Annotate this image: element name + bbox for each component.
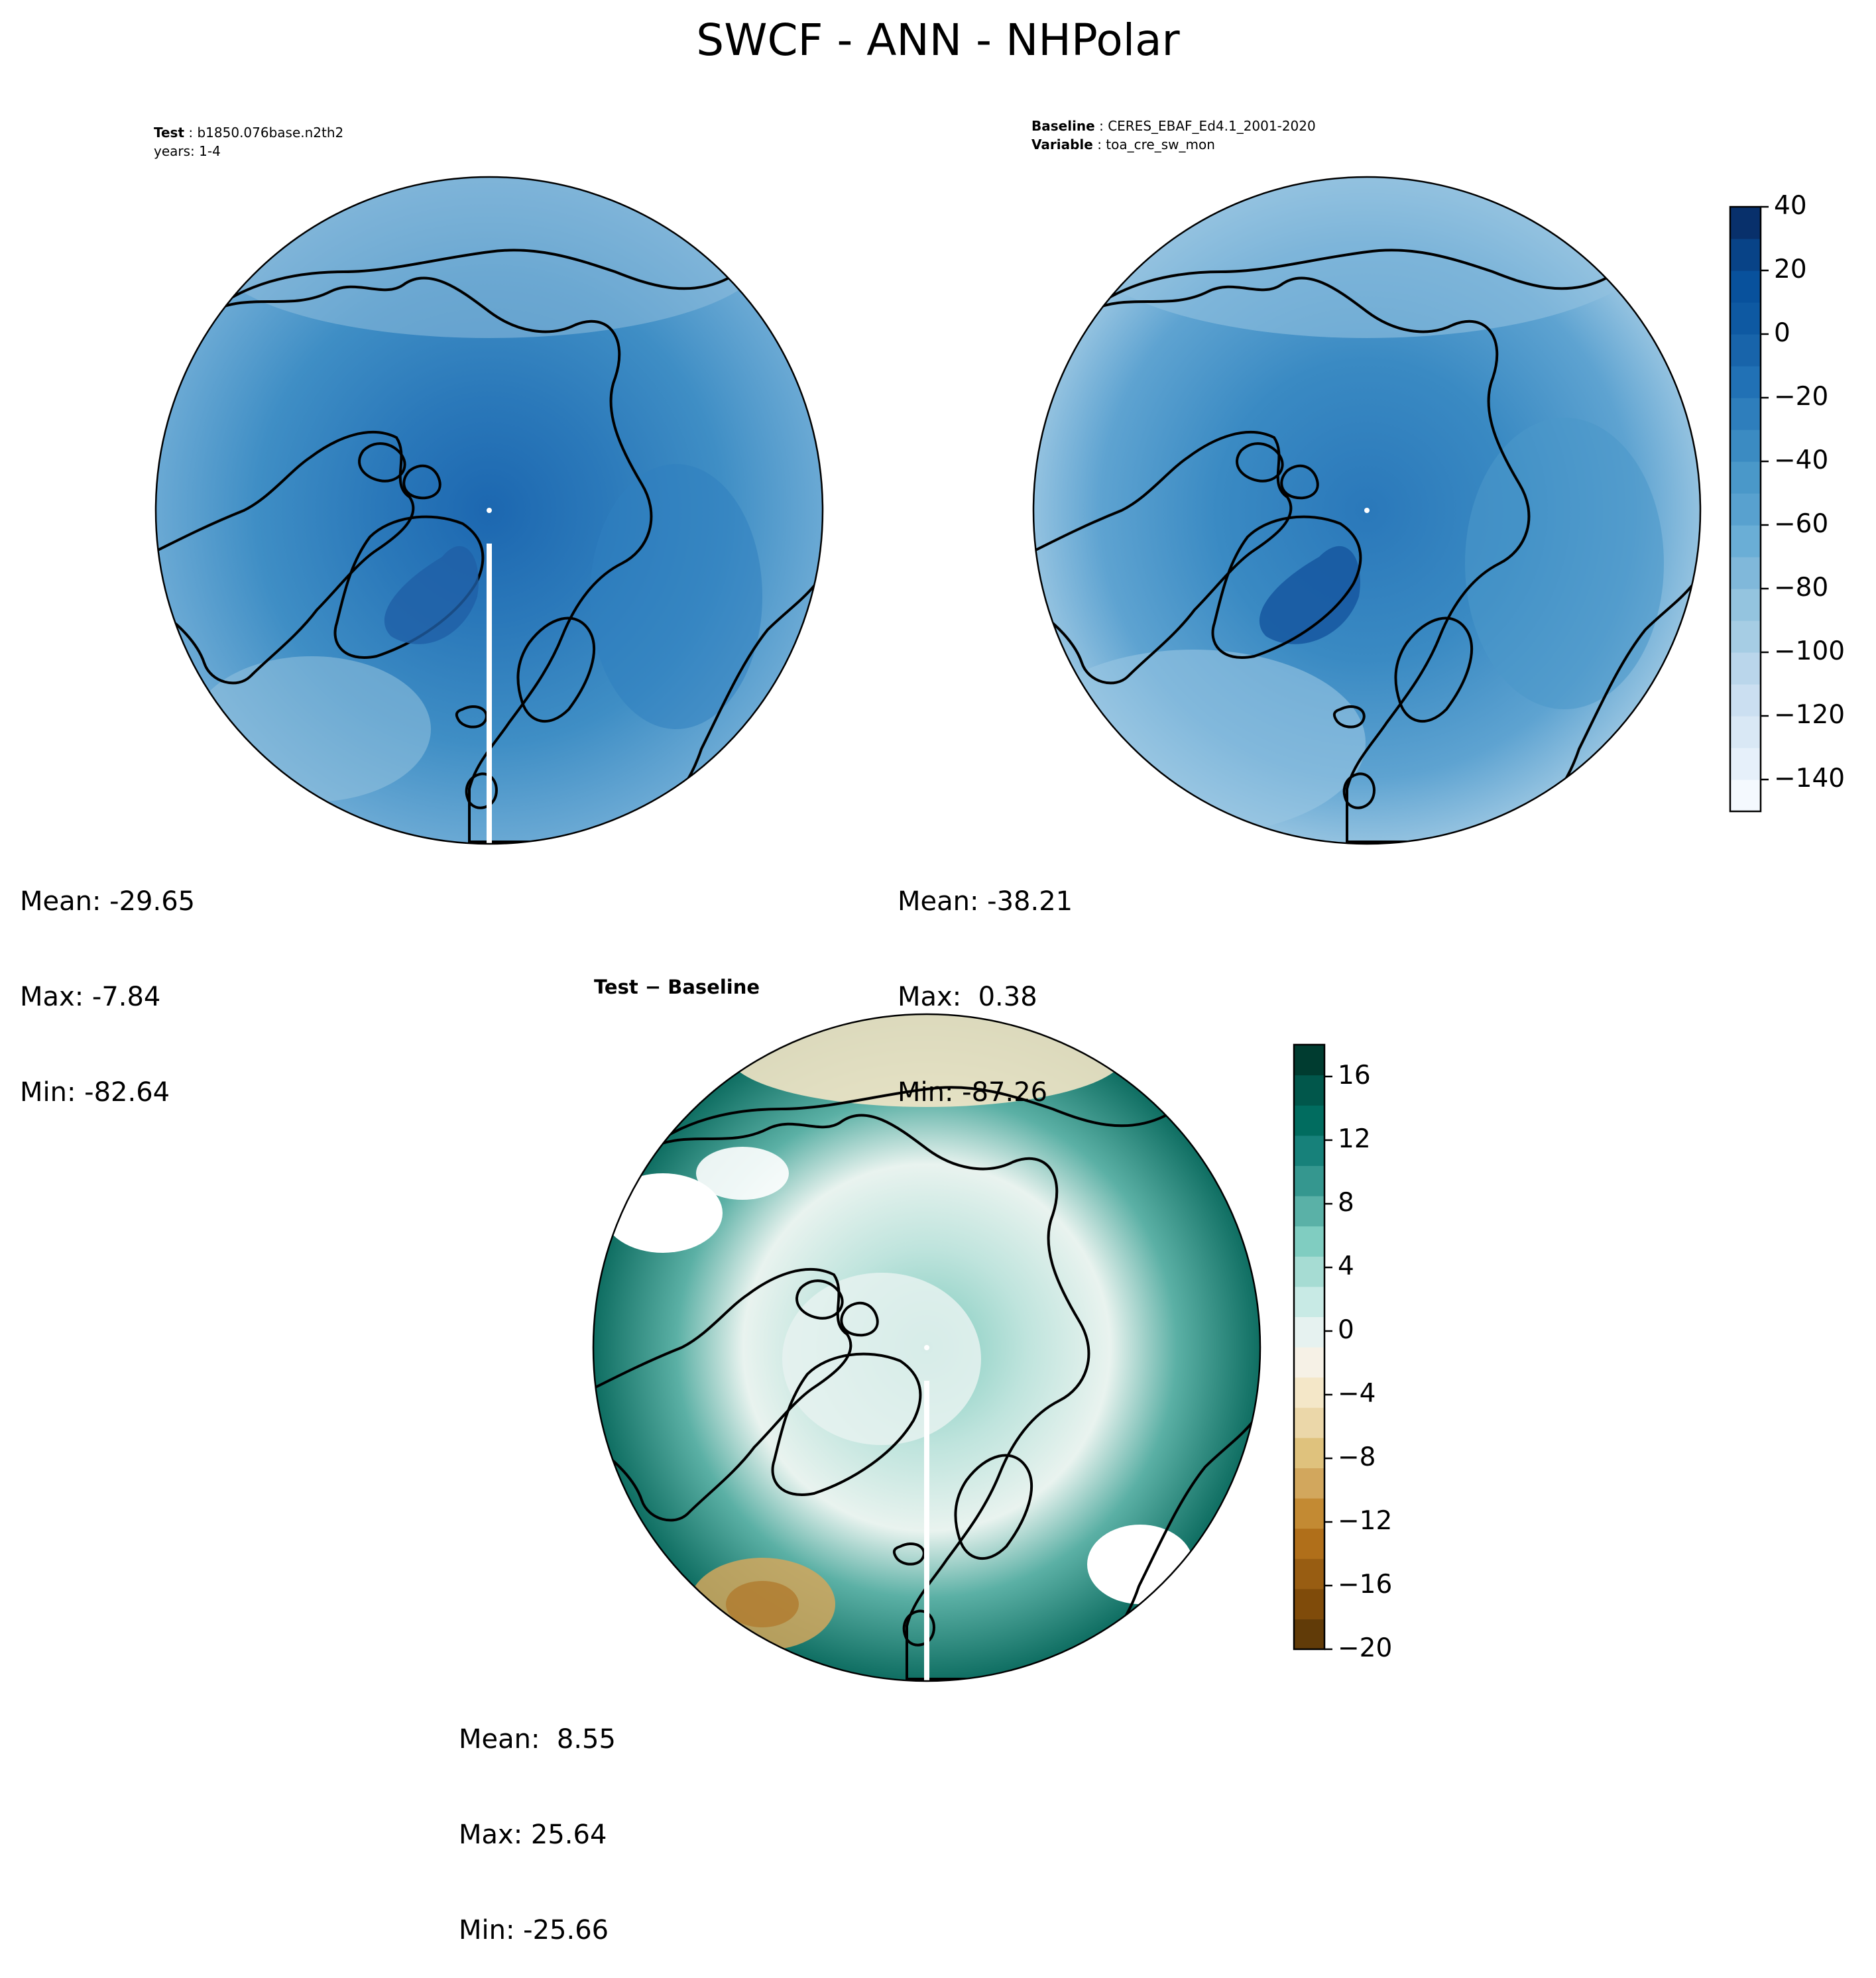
colorbar-diff-swatch <box>1294 1165 1324 1196</box>
colorbar-main-swatch <box>1730 620 1761 653</box>
colorbar-diff-tick-label: 0 <box>1338 1315 1354 1345</box>
colorbar-diff-swatch <box>1294 1558 1324 1590</box>
colorbar-diff-swatch <box>1294 1437 1324 1468</box>
colorbar-diff-tick-label: −8 <box>1338 1442 1376 1472</box>
colorbar-main-swatch <box>1730 398 1761 430</box>
baseline-stats: Mean: -38.21 Max: 0.38 Min: -87.26 <box>898 822 1073 1140</box>
diff-stats: Mean: 8.55 Max: 25.64 Min: -25.66 <box>459 1660 616 1978</box>
missing-data-strip <box>487 544 492 844</box>
colorbar-main-tick-label: −100 <box>1774 636 1846 666</box>
colorbar-diff-tick-label: 8 <box>1338 1188 1354 1218</box>
colorbar-main-swatch <box>1730 748 1761 780</box>
colorbar-diff <box>1293 1043 1332 1651</box>
colorbar-main-swatch <box>1730 270 1761 303</box>
colorbar-main-swatch <box>1730 430 1761 462</box>
colorbar-main-swatch <box>1730 589 1761 621</box>
baseline-map <box>1032 176 1702 845</box>
colorbar-main-swatch <box>1730 684 1761 717</box>
colorbar-main-swatch <box>1730 207 1761 239</box>
baseline-label-key: Baseline <box>1031 118 1095 134</box>
colorbar-main-swatch <box>1730 461 1761 494</box>
colorbar-diff-swatch <box>1294 1619 1324 1650</box>
test-years: years: 1-4 <box>154 143 221 159</box>
colorbar-main-swatch <box>1730 302 1761 335</box>
baseline-max: Max: 0.38 <box>898 982 1037 1012</box>
test-max: Max: -7.84 <box>20 982 161 1012</box>
colorbar-diff-swatch <box>1294 1377 1324 1408</box>
colorbar-main-swatch <box>1730 525 1761 557</box>
colorbar-main-swatch <box>1730 780 1761 812</box>
colorbar-diff-swatch <box>1294 1256 1324 1287</box>
colorbar-diff-tick-label: 4 <box>1338 1251 1354 1281</box>
colorbar-main <box>1729 205 1769 813</box>
baseline-mean: Mean: -38.21 <box>898 886 1073 917</box>
baseline-min: Min: -87.26 <box>898 1077 1048 1108</box>
colorbar-diff-tick-label: 16 <box>1338 1061 1371 1090</box>
colorbar-diff-tick-label: −20 <box>1338 1633 1393 1663</box>
baseline-variable-value: toa_cre_sw_mon <box>1106 137 1215 152</box>
test-min: Min: -82.64 <box>20 1077 170 1108</box>
colorbar-diff-swatch <box>1294 1528 1324 1559</box>
colorbar-main-frame <box>1729 205 1762 813</box>
colorbar-main-tick-label: 20 <box>1774 255 1807 284</box>
test-header: Test : b1850.076base.n2th2 years: 1-4 <box>154 125 344 159</box>
diff-max: Max: 25.64 <box>459 1820 607 1850</box>
colorbar-main-tick-label: −20 <box>1774 382 1829 412</box>
diff-min: Min: -25.66 <box>459 1915 609 1946</box>
colorbar-diff-swatch <box>1294 1196 1324 1227</box>
colorbar-main-swatch <box>1730 716 1761 748</box>
colorbar-main-tick-label: 40 <box>1774 191 1807 221</box>
colorbar-diff-swatch <box>1294 1498 1324 1529</box>
colorbar-main-swatch <box>1730 493 1761 526</box>
colorbar-main-swatch <box>1730 334 1761 367</box>
missing-data-strip-diff <box>924 1381 929 1681</box>
colorbar-diff-swatch <box>1294 1286 1324 1317</box>
colorbar-main-tick-label: 0 <box>1774 318 1790 348</box>
colorbar-diff-swatch <box>1294 1468 1324 1499</box>
colorbar-diff-swatch <box>1294 1407 1324 1438</box>
figure-canvas <box>154 176 1769 1682</box>
colorbar-diff-swatch <box>1294 1588 1324 1619</box>
colorbar-main-swatch <box>1730 557 1761 589</box>
colorbar-main-swatch <box>1730 239 1761 271</box>
colorbar-main-tick-label: −140 <box>1774 764 1846 793</box>
colorbar-main-tick-label: −40 <box>1774 445 1829 475</box>
diff-mean: Mean: 8.55 <box>459 1724 616 1755</box>
test-mean: Mean: -29.65 <box>20 886 196 917</box>
colorbar-diff-swatch <box>1294 1105 1324 1136</box>
colorbar-diff-swatch <box>1294 1045 1324 1076</box>
test-label-key: Test <box>154 125 185 141</box>
colorbar-diff-tick-label: −4 <box>1338 1379 1376 1409</box>
test-stats: Mean: -29.65 Max: -7.84 Min: -82.64 <box>20 822 195 1140</box>
colorbar-diff-tick-label: −16 <box>1338 1570 1393 1600</box>
figure-title: SWCF - ANN - NHPolar <box>696 15 1180 66</box>
baseline-label-value: CERES_EBAF_Ed4.1_2001-2020 <box>1108 118 1316 134</box>
diff-title: Test − Baseline <box>594 976 760 998</box>
baseline-header: Baseline : CERES_EBAF_Ed4.1_2001-2020 Va… <box>1031 118 1316 152</box>
colorbar-diff-swatch <box>1294 1226 1324 1257</box>
colorbar-main-tick-label: −80 <box>1774 573 1829 603</box>
colorbar-diff-swatch <box>1294 1316 1324 1348</box>
colorbar-main-swatch <box>1730 366 1761 398</box>
test-map <box>154 176 824 845</box>
colorbar-diff-tick-label: −12 <box>1338 1506 1393 1536</box>
colorbar-diff-swatch <box>1294 1347 1324 1378</box>
baseline-variable-key: Variable <box>1031 137 1093 152</box>
colorbar-diff-frame <box>1293 1043 1326 1651</box>
colorbar-main-swatch <box>1730 652 1761 685</box>
colorbar-diff-swatch <box>1294 1135 1324 1166</box>
test-label-value: b1850.076base.n2th2 <box>197 125 344 141</box>
colorbar-main-tick-label: −120 <box>1774 700 1846 730</box>
colorbar-main-tick-label: −60 <box>1774 509 1829 539</box>
colorbar-diff-tick-label: 12 <box>1338 1124 1371 1154</box>
colorbar-diff-swatch <box>1294 1075 1324 1106</box>
